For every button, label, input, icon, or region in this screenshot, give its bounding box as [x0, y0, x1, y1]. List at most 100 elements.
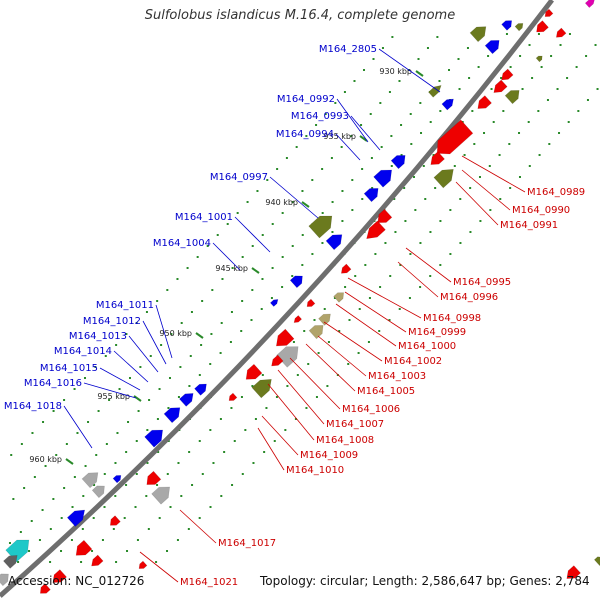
reverse-gene-arrow [39, 583, 51, 594]
reverse-gene-arrow [275, 328, 295, 347]
left-gene-label: M164_2805 [319, 44, 377, 55]
track-dot [223, 451, 226, 453]
track-dot [417, 58, 420, 60]
track-dot [575, 66, 578, 68]
track-dot [305, 407, 308, 409]
track-dot [350, 135, 353, 137]
left-label-connector [155, 304, 173, 359]
track-dot [166, 289, 169, 291]
track-dot [95, 454, 98, 456]
forward-gene-arrow [194, 383, 207, 396]
track-dot [170, 333, 173, 335]
track-dot [33, 476, 36, 478]
track-dot [363, 69, 366, 71]
left-label-connector [350, 115, 381, 151]
track-dot [135, 322, 138, 324]
track-dot [108, 399, 111, 401]
reverse-gene-arrow [245, 363, 263, 380]
label-connector-lines [63, 48, 526, 583]
right-gene-label: M164_0990 [512, 205, 570, 216]
track-dot [311, 179, 314, 181]
track-dot [60, 550, 63, 552]
reverse-gene-arrow [91, 554, 104, 567]
track-dot [483, 132, 486, 134]
track-dot [502, 110, 505, 112]
track-dot [188, 385, 191, 387]
forward-gene-arrow [318, 313, 331, 326]
track-dot [469, 187, 472, 189]
track-dot [537, 110, 540, 112]
track-dot [97, 410, 100, 412]
track-dot [473, 143, 476, 145]
track-dot [388, 319, 391, 321]
right-label-connector [317, 335, 367, 377]
track-dot [231, 484, 234, 486]
right-gene-label: M164_1009 [300, 450, 358, 461]
track-dot [492, 121, 495, 123]
track-dot [209, 429, 212, 431]
reverse-gene-arrow [109, 515, 121, 526]
track-dot [260, 308, 263, 310]
track-dot [156, 300, 159, 302]
track-dot [338, 330, 341, 332]
track-dot [527, 121, 530, 123]
track-dot [426, 47, 429, 49]
track-dot [20, 443, 23, 445]
track-dot [187, 528, 190, 530]
track-dot [10, 454, 13, 456]
track-dot [521, 88, 524, 90]
track-dot [567, 121, 570, 123]
reverse-gene-arrow [228, 392, 238, 401]
track-dot [23, 487, 26, 489]
track-dot [104, 355, 107, 357]
track-dot [112, 528, 115, 530]
track-dot [41, 509, 44, 511]
track-dot [399, 264, 402, 266]
track-dot [156, 484, 159, 486]
forward-gene-arrow [514, 23, 524, 32]
track-dot [368, 297, 371, 299]
forward-gene-arrow [504, 90, 520, 105]
track-dot [478, 176, 481, 178]
track-dot [353, 80, 356, 82]
track-dot [566, 77, 569, 79]
reverse-gene-arrow [477, 95, 492, 110]
track-dot [233, 440, 236, 442]
track-dot [294, 418, 297, 420]
forward-gene-arrow [333, 292, 345, 303]
track-dot [477, 66, 480, 68]
track-dot [82, 495, 85, 497]
track-dot [429, 275, 432, 277]
track-dot [379, 102, 382, 104]
track-dot [118, 388, 121, 390]
forward-gene-arrow [433, 168, 454, 189]
track-dot [251, 385, 254, 387]
track-dot [261, 278, 264, 280]
track-dot [508, 143, 511, 145]
reverse-gene-arrow [146, 470, 162, 485]
track-dot [28, 550, 31, 552]
track-dot [244, 429, 247, 431]
track-dot [354, 275, 357, 277]
track-dot [499, 198, 502, 200]
track-dot [594, 44, 597, 46]
left-label-connector [234, 216, 271, 253]
track-dot [343, 91, 346, 93]
track-dot [12, 498, 15, 500]
track-dot [400, 154, 403, 156]
track-dot [70, 539, 73, 541]
track-dot [149, 355, 152, 357]
track-dot [157, 451, 160, 453]
track-dot [219, 418, 222, 420]
track-dot [453, 165, 456, 167]
scale-tick-mark [359, 135, 368, 142]
left-label-connector [336, 98, 369, 143]
track-dot [500, 77, 503, 79]
track-dot [384, 242, 387, 244]
track-dot [126, 550, 129, 552]
left-gene-label: M164_0994 [276, 129, 334, 140]
track-dot [145, 495, 148, 497]
track-dot [148, 399, 151, 401]
track-dot [439, 220, 442, 222]
